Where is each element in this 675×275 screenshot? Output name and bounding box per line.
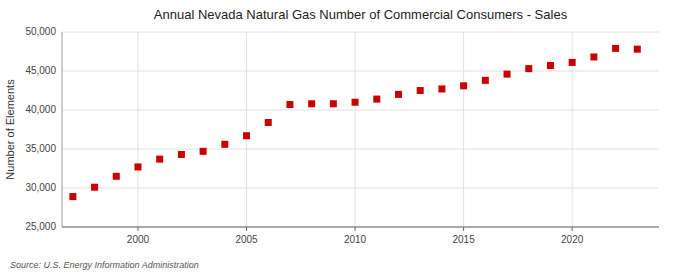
y-grid-line [62,227,659,228]
point [156,156,163,163]
y-tick-label: 45,000 [25,65,56,76]
x-tick [463,227,464,231]
x-tick-label: 2010 [344,234,367,245]
y-grid-line [62,149,659,150]
x-grid-line [137,32,138,227]
point [178,151,185,158]
y-axis-line [62,32,63,227]
points [69,45,640,200]
y-tick-label: 25,000 [25,221,56,232]
x-grid-line [246,32,247,227]
point [460,82,467,89]
point [221,141,228,148]
x-tick [355,227,356,231]
y-grid-line [62,110,659,111]
point [525,65,532,72]
point [265,119,272,126]
chart: 25,000 30,000 35,000 40,000 45,000 50,000 2000… [0,0,675,275]
point [286,101,293,108]
y-grid-line [62,71,659,72]
point [243,132,250,139]
y-axis-label: Number of Elements [4,79,16,180]
point [91,184,98,191]
grid [62,32,659,227]
point [373,96,380,103]
y-grid-line [62,32,659,33]
point [438,85,445,92]
x-tick [137,227,138,231]
y-tick-label: 35,000 [25,143,56,154]
x-tick-label: 2015 [452,234,475,245]
point [330,100,337,107]
point [352,99,359,106]
point [590,53,597,60]
x-tick-label: 2005 [235,234,258,245]
point [612,45,619,52]
title: Annual Nevada Natural Gas Number of Comm… [154,7,568,22]
x-grid-line [463,32,464,227]
point [634,46,641,53]
point [569,59,576,66]
y-tick-label: 40,000 [25,104,56,115]
axes: 25,000 30,000 35,000 40,000 45,000 50,000 2000… [25,26,659,245]
y-tick-label: 50,000 [25,26,56,37]
x-tick [572,227,573,231]
x-tick-label: 2020 [561,234,584,245]
point [395,91,402,98]
point [504,71,511,78]
point [69,193,76,200]
x-tick [246,227,247,231]
point [134,163,141,170]
y-tick-label: 30,000 [25,182,56,193]
point [113,173,120,180]
source-note: Source: U.S. Energy Information Administ… [10,260,199,270]
point [417,87,424,94]
point [200,148,207,155]
point [308,100,315,107]
point [482,77,489,84]
y-grid-line [62,188,659,189]
point [547,62,554,69]
x-tick-label: 2000 [127,234,150,245]
x-grid-line [355,32,356,227]
x-axis-line [62,227,659,228]
